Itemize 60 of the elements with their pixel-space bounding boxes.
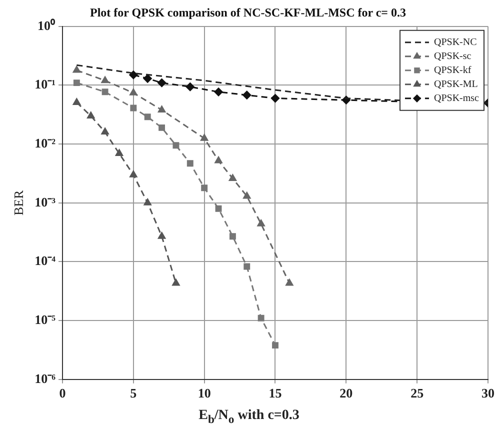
x-tick-label: 25 xyxy=(410,386,424,401)
y-tick-label: 10⁻¹ xyxy=(34,76,56,92)
y-tick-label: 10⁰ xyxy=(37,18,56,33)
point xyxy=(201,184,208,192)
x-tick-label: 20 xyxy=(340,386,353,401)
point xyxy=(186,82,194,92)
point xyxy=(102,88,108,96)
point xyxy=(158,232,166,239)
y-axis-title: BER xyxy=(11,190,26,216)
legend-label: QPSK-ML xyxy=(434,79,478,90)
point xyxy=(172,279,180,286)
x-tick-label: 0 xyxy=(59,386,66,401)
y-tick-label: 10⁻³ xyxy=(34,194,56,210)
point xyxy=(72,98,80,105)
point xyxy=(214,156,222,164)
point xyxy=(214,88,223,96)
point xyxy=(229,233,236,240)
point xyxy=(101,76,109,84)
point xyxy=(72,66,80,73)
x-tick-label: 10 xyxy=(198,386,211,401)
point xyxy=(257,220,265,226)
point xyxy=(143,74,152,83)
point xyxy=(272,342,278,349)
point xyxy=(158,78,166,88)
y-tick-label: 10⁻⁶ xyxy=(34,370,56,386)
point xyxy=(158,106,166,112)
x-tick-label: 5 xyxy=(130,386,138,401)
point xyxy=(215,205,222,212)
point xyxy=(130,88,138,96)
point xyxy=(73,80,80,86)
legend-label: QPSK-sc xyxy=(434,51,472,62)
point xyxy=(129,70,138,80)
point xyxy=(244,263,250,270)
point xyxy=(130,170,138,178)
point xyxy=(186,160,194,167)
legend-label: QPSK-kf xyxy=(434,65,472,76)
y-tick-label: 10⁻⁵ xyxy=(34,312,56,327)
point xyxy=(228,174,236,181)
point xyxy=(243,192,251,199)
legend-label: QPSK-msc xyxy=(434,93,480,104)
x-axis-title: E$_{b}$/N$_{o}$ with c=0.3 xyxy=(198,408,300,426)
y-tick-label: 10⁻² xyxy=(34,135,56,150)
point xyxy=(158,124,166,131)
y-tick-label: 10⁻⁴ xyxy=(34,253,56,268)
point xyxy=(101,128,109,135)
x-tick-label: 15 xyxy=(268,386,282,401)
point xyxy=(144,198,152,206)
point xyxy=(144,114,151,120)
point xyxy=(130,104,137,112)
chart-title: Plot for QPSK comparison of NC-SC-KF-ML-MSC for c= 0.3 xyxy=(90,5,406,20)
legend-label: QPSK-NC xyxy=(434,37,478,48)
point xyxy=(115,149,124,156)
point xyxy=(258,314,264,322)
point xyxy=(172,142,180,149)
point xyxy=(242,90,252,100)
point xyxy=(286,279,294,286)
point xyxy=(87,112,95,118)
point xyxy=(271,94,280,103)
point xyxy=(200,134,208,141)
x-tick-label: 30 xyxy=(482,386,494,401)
